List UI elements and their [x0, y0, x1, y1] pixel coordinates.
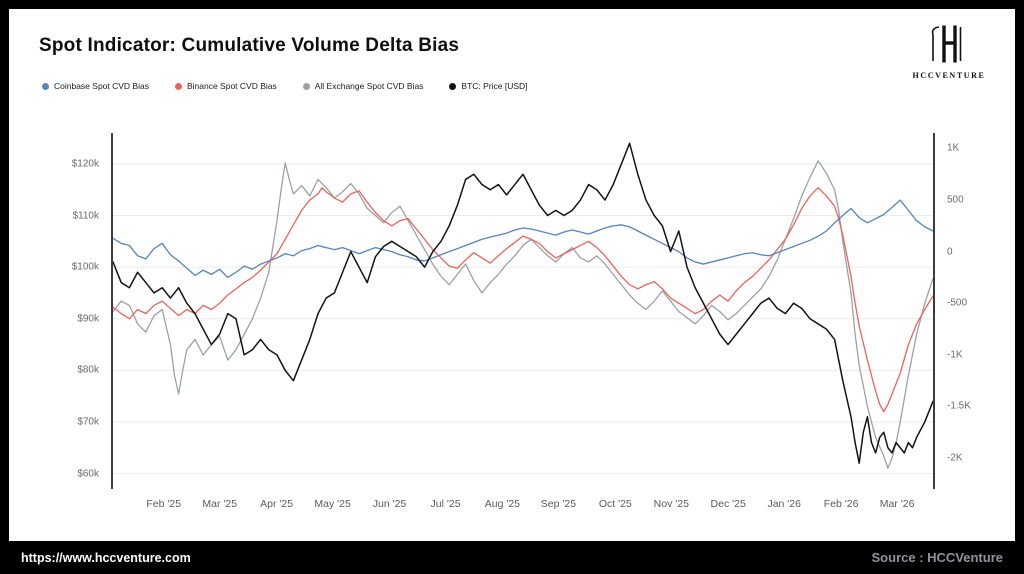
footer-source-text: Source : HCCVenture [871, 550, 1003, 565]
legend-item: All Exchange Spot CVD Bias [302, 81, 424, 91]
x-axis-tick-label: Dec '25 [710, 498, 746, 510]
legend-dot-icon [449, 82, 457, 90]
left-axis-tick-label: $90k [77, 313, 99, 325]
x-axis-tick-label: Oct '25 [598, 498, 632, 510]
legend-item: Coinbase Spot CVD Bias [42, 81, 149, 91]
legend-dot-icon [42, 82, 49, 90]
x-axis-tick-label: Jun '25 [372, 498, 407, 510]
slide-canvas: Spot Indicator: Cumulative Volume Delta … [9, 9, 1015, 541]
legend-item-label: All Exchange Spot CVD Bias [314, 81, 424, 91]
legend-item: Binance Spot CVD Bias [174, 81, 277, 91]
legend-item-label: Coinbase Spot CVD Bias [54, 81, 149, 91]
right-axis-tick-label: 500 [947, 194, 964, 206]
right-axis-tick-label: -1.5K [947, 400, 971, 412]
x-axis-tick-label: Sep '25 [540, 498, 577, 510]
left-axis-labels: $120k $110k $100k $90k $80k $70k $60k [39, 133, 111, 489]
right-axis-tick-label: 1K [947, 142, 960, 154]
right-axis-tick-label: -2K [947, 452, 963, 464]
legend-item: BTC: Price [USD] [449, 81, 528, 91]
left-axis-tick-label: $100k [71, 261, 99, 273]
left-axis-tick-label: $110k [72, 210, 99, 222]
x-axis-tick-label: Mar '26 [879, 498, 915, 510]
x-axis-tick-label: Jul '25 [430, 498, 461, 510]
left-axis-tick-label: $80k [77, 364, 99, 376]
left-axis-tick-label: $70k [77, 416, 99, 428]
legend-dot-icon [302, 82, 310, 90]
x-axis-tick-label: Feb '25 [146, 498, 182, 510]
x-axis-tick-label: May '25 [314, 498, 351, 510]
right-axis-tick-label: -500 [947, 297, 968, 309]
right-axis-tick-label: 0 [947, 246, 953, 258]
brand-logo-text: HCCVENTURE [912, 71, 986, 80]
footer-url-link[interactable]: https://www.hccventure.com [21, 550, 191, 565]
chart-legend: Coinbase Spot CVD Bias Binance Spot CVD B… [42, 81, 528, 91]
legend-dot-icon [174, 82, 182, 90]
legend-item-label: Binance Spot CVD Bias [186, 81, 277, 91]
brand-logo: HCCVENTURE [903, 23, 995, 80]
x-axis-tick-label: Apr '25 [260, 498, 294, 510]
legend-item-label: BTC: Price [USD] [461, 81, 528, 91]
right-axis-labels: 1K 500 0 -500 -1K -1.5K -2K [935, 133, 979, 489]
logo-monogram-icon [931, 25, 962, 63]
right-axis-tick-label: -1K [947, 349, 963, 361]
x-axis-labels: Feb '25 Mar '25 Apr '25 May '25 Jun '25 Jul '… [111, 489, 935, 515]
x-axis-tick-label: Feb '26 [823, 498, 859, 510]
x-axis-tick-label: Aug '25 [484, 498, 521, 510]
footer-bar: https://www.hccventure.com Source : HCCV… [9, 541, 1015, 574]
cvd-chart-svg [113, 142, 933, 475]
page-title: Spot Indicator: Cumulative Volume Delta … [39, 35, 460, 56]
chart-plot [111, 133, 935, 489]
left-axis-tick-label: $60k [77, 468, 99, 479]
x-axis-tick-label: Nov '25 [653, 498, 689, 510]
left-axis-tick-label: $120k [71, 158, 99, 170]
x-axis-tick-label: Jan '26 [767, 498, 801, 510]
x-axis-tick-label: Mar '25 [202, 498, 238, 510]
chart-area: $120k $110k $100k $90k $80k $70k $60k 1K 500 0 -5… [39, 133, 979, 515]
